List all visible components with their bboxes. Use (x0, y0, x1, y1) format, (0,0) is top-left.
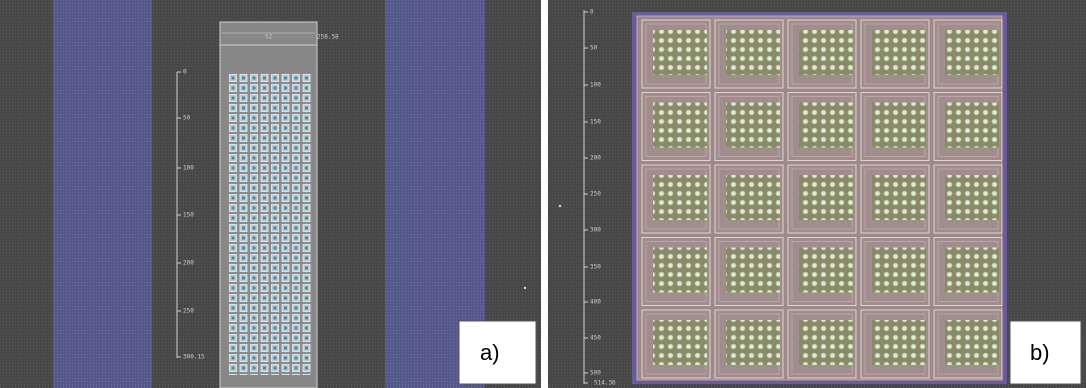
ruler-label: 100 (590, 82, 601, 89)
contact-array (945, 248, 999, 293)
contact-array (799, 175, 853, 220)
contact-array (945, 175, 999, 220)
ruler-label: 350 (590, 264, 601, 271)
contact-array (726, 248, 780, 293)
ruler-label: 200 (590, 155, 601, 162)
extent-label: 258.58 (317, 34, 339, 41)
marker (524, 287, 526, 289)
contact-array (726, 320, 780, 365)
contact-array (945, 103, 999, 148)
contact-array (653, 103, 707, 148)
contact-array (945, 320, 999, 365)
contact-array (872, 248, 926, 293)
contact-array (799, 30, 853, 75)
ruler-label: 50 (590, 45, 598, 52)
ruler-label: 150 (183, 212, 194, 219)
marker (559, 205, 561, 207)
contact-array (726, 30, 780, 75)
ruler-label: 0 (590, 9, 594, 16)
ruler-label: 150 (590, 119, 601, 126)
panel-label: a) (480, 340, 500, 365)
ruler-label: 0 (183, 69, 187, 76)
contact-array (653, 320, 707, 365)
contact-array (872, 175, 926, 220)
ruler-label: 514.36 (594, 380, 616, 387)
contact-array (799, 103, 853, 148)
ruler-label: 400 (590, 299, 601, 306)
ruler-label: 200 (183, 260, 194, 267)
figure: 52 258.58 a) b) 0 50 100 150 200 250 300.15 0 50… (0, 0, 1086, 388)
blue-band (53, 0, 152, 388)
cell-grid (642, 20, 1002, 378)
ruler-label: 500 (590, 370, 601, 377)
width-label: 52 (265, 34, 273, 41)
contact-array (799, 320, 853, 365)
ruler-label: 450 (590, 335, 601, 342)
contact-array (653, 30, 707, 75)
contact-array (872, 320, 926, 365)
ruler-label: 250 (590, 191, 601, 198)
contact-array (726, 103, 780, 148)
ruler-label: 100 (183, 165, 194, 172)
ruler-label: 50 (183, 115, 191, 122)
ruler-label: 300.15 (183, 354, 205, 361)
panel-label: b) (1030, 340, 1050, 365)
ruler-label: 250 (183, 308, 194, 315)
contact-array (799, 248, 853, 293)
contact-array (726, 175, 780, 220)
contact-array (653, 175, 707, 220)
cell-array (228, 73, 312, 375)
contact-array (653, 248, 707, 293)
contact-array (872, 103, 926, 148)
contact-array (872, 30, 926, 75)
contact-array (945, 30, 999, 75)
ruler-label: 300 (590, 227, 601, 234)
